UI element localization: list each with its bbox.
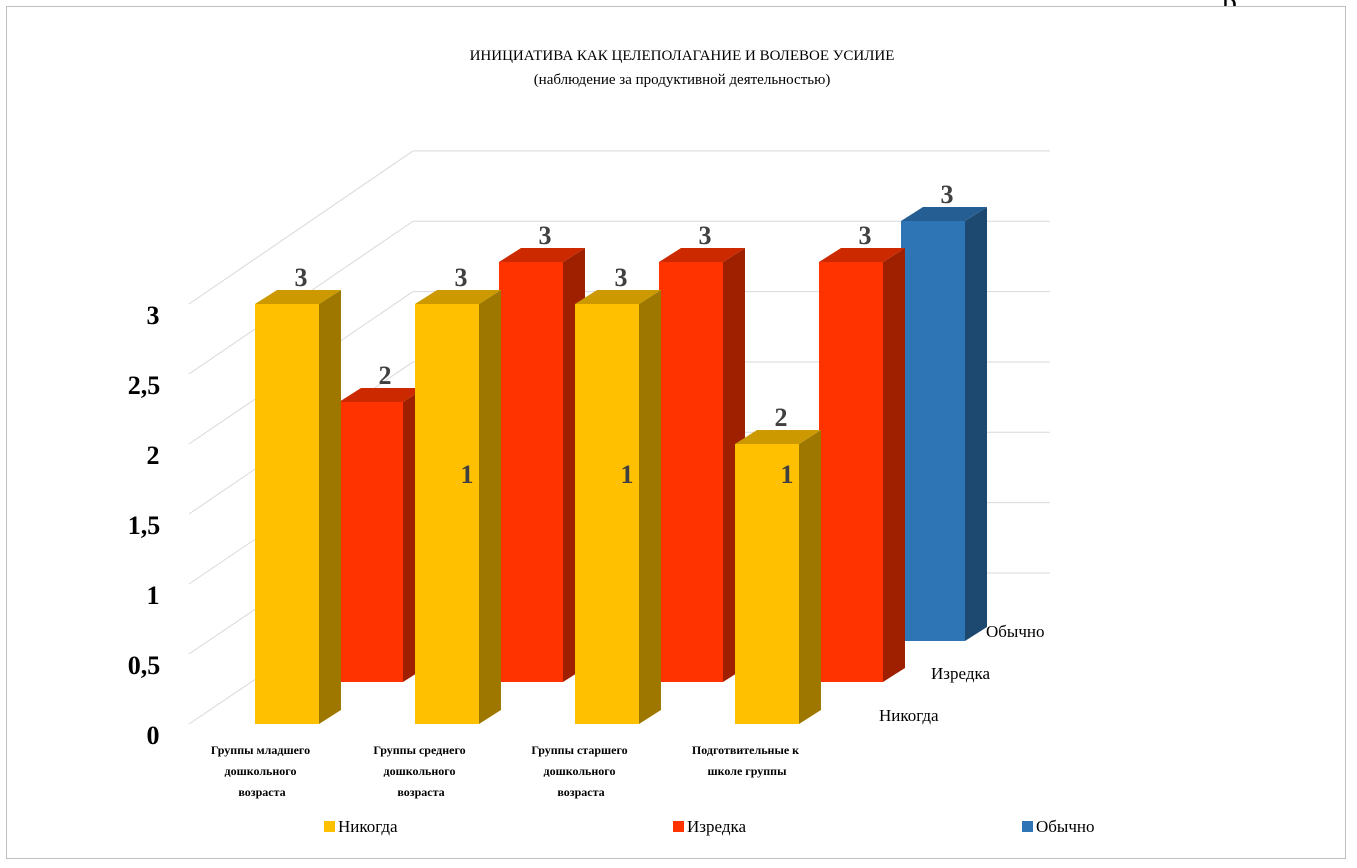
y-tick-label: 0 <box>147 721 160 750</box>
bar <box>255 304 319 724</box>
chart-svg: 1 1 1 3 2 3 3 3 3 3 3 2 ИНИЦИАТИВА КАК ЦЕЛЕПОЛАГАНИ… <box>128 48 1095 836</box>
bar <box>415 304 479 724</box>
bar-top <box>819 248 905 262</box>
bar <box>901 221 965 641</box>
legend-swatch-obychno <box>1022 821 1033 832</box>
value-label: 1 <box>781 460 794 489</box>
bar-side <box>639 290 661 724</box>
legend-label-izredka: Изредка <box>687 817 746 836</box>
bar-side <box>883 248 905 682</box>
value-label: 3 <box>539 221 552 250</box>
bar-top <box>735 430 821 444</box>
bar-top <box>575 290 661 304</box>
y-tick-label: 0,5 <box>128 651 161 680</box>
value-label: 1 <box>461 460 474 489</box>
bars <box>255 207 987 724</box>
bar-top <box>415 290 501 304</box>
legend-label-nikogda: Никогда <box>338 817 398 836</box>
category-label-3: Группы старшего дошкольного возраста <box>531 743 630 799</box>
legend-swatch-izredka <box>673 821 684 832</box>
y-tick-label: 2,5 <box>128 371 161 400</box>
bar-side <box>319 290 341 724</box>
bar <box>735 444 799 724</box>
bar-side <box>799 430 821 724</box>
value-labels: 1 1 1 3 2 3 3 3 3 3 3 2 <box>295 180 954 489</box>
value-label: 1 <box>621 460 634 489</box>
value-label: 2 <box>379 361 392 390</box>
legend: Никогда Изредка Обычно <box>324 817 1095 836</box>
depth-axis-labels: Обычно Изредка Никогда <box>879 622 1045 725</box>
value-label: 3 <box>941 180 954 209</box>
chart-subtitle: (наблюдение за продуктивной деятельность… <box>534 72 831 88</box>
value-label: 3 <box>615 263 628 292</box>
y-tick-label: 3 <box>147 301 160 330</box>
gridline-side <box>188 150 414 305</box>
value-label: 3 <box>859 221 872 250</box>
bar <box>499 262 563 682</box>
x-axis-category-labels: Группы младшего дошкольного возраста Гру… <box>211 743 802 799</box>
category-label-1: Группы младшего дошкольного возраста <box>211 743 313 799</box>
depth-label-izredka: Изредка <box>931 664 990 683</box>
bar <box>659 262 723 682</box>
y-tick-label: 1,5 <box>128 511 161 540</box>
legend-swatch-nikogda <box>324 821 335 832</box>
y-tick-label: 2 <box>147 441 160 470</box>
legend-label-obychno: Обычно <box>1036 817 1095 836</box>
value-label: 3 <box>295 263 308 292</box>
bar-side <box>965 207 987 641</box>
value-label: 3 <box>455 263 468 292</box>
bar-top <box>499 248 585 262</box>
depth-label-nikogda: Никогда <box>879 706 939 725</box>
bar-top <box>659 248 745 262</box>
category-label-2: Группы среднего дошкольного возраста <box>373 743 468 799</box>
depth-label-obychno: Обычно <box>986 622 1045 641</box>
bar-top <box>255 290 341 304</box>
bar-top <box>339 388 425 402</box>
bar-top <box>901 207 987 221</box>
y-axis-ticks: 0 0,5 1 1,5 2 2,5 3 <box>128 301 161 750</box>
y-tick-label: 1 <box>147 581 160 610</box>
category-label-4: Подготвительные к школе группы <box>692 743 802 778</box>
value-label: 3 <box>699 221 712 250</box>
chart-frame: 1 1 1 3 2 3 3 3 3 3 3 2 ИНИЦИАТИВА КАК ЦЕЛЕПОЛАГАНИ… <box>6 6 1346 859</box>
bar <box>819 262 883 682</box>
bar <box>575 304 639 724</box>
chart-title: ИНИЦИАТИВА КАК ЦЕЛЕПОЛАГАНИЕ И ВОЛЕВОЕ У… <box>470 48 895 64</box>
value-label: 2 <box>775 403 788 432</box>
bar <box>339 402 403 682</box>
bar-side <box>479 290 501 724</box>
